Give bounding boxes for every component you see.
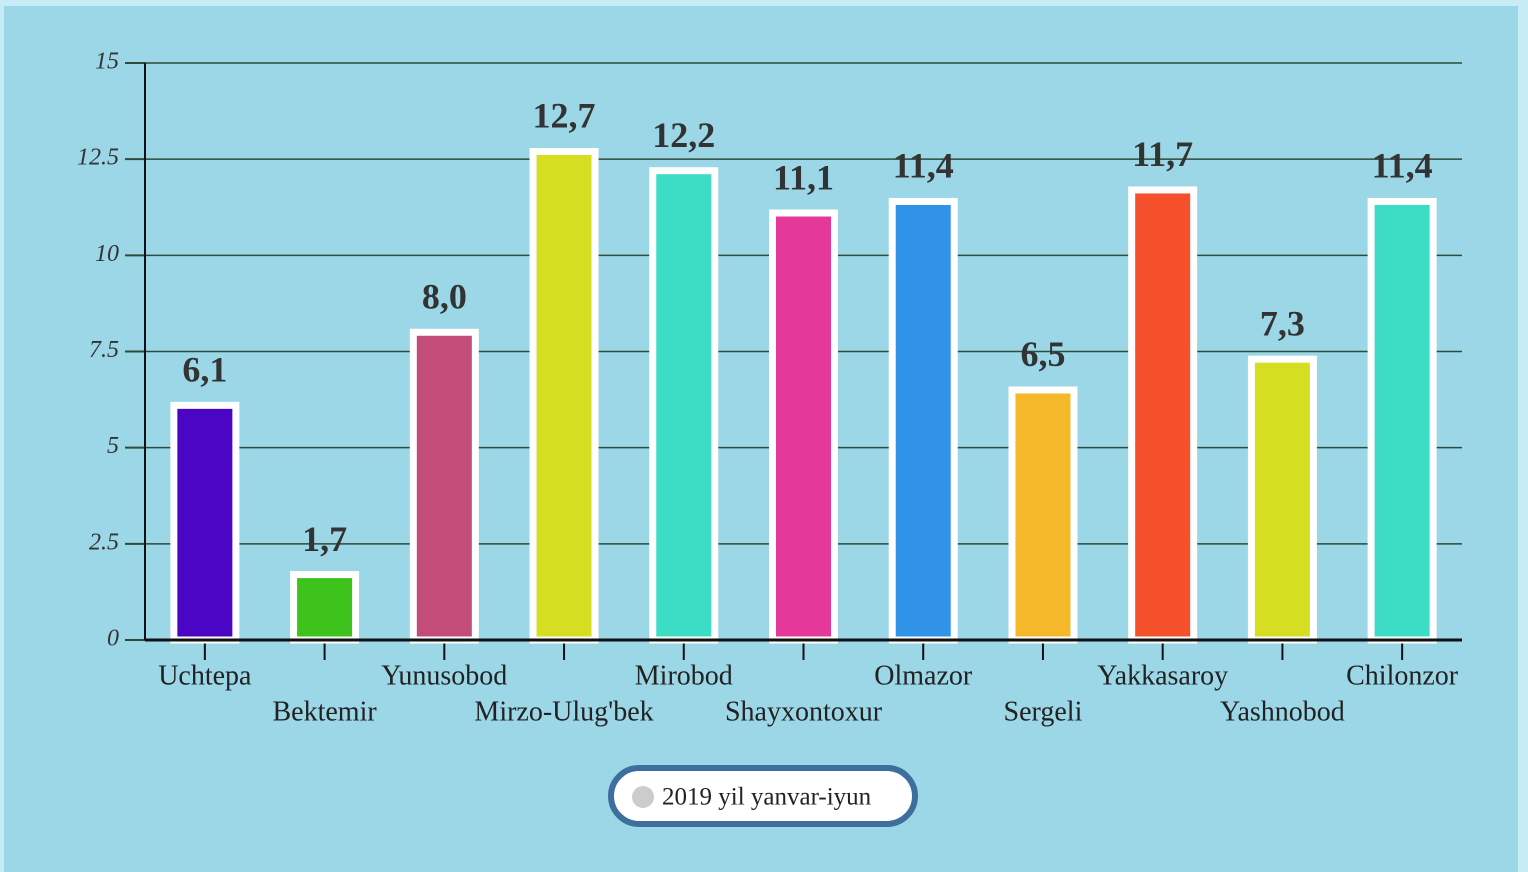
x-tick-label: Yashnobod xyxy=(1220,696,1345,727)
x-tick-label: Olmazor xyxy=(874,660,973,691)
y-tick-label: 15 xyxy=(95,49,119,75)
x-tick-label: Shayxontoxur xyxy=(725,696,883,727)
y-tick-label: 2.5 xyxy=(89,529,119,555)
top-edge xyxy=(0,0,1528,6)
y-tick-label: 0 xyxy=(107,626,119,652)
value-label: 12,7 xyxy=(533,96,596,136)
x-tick-label: Sergeli xyxy=(1004,696,1083,727)
y-tick-label: 12.5 xyxy=(77,145,119,171)
bar xyxy=(888,197,958,644)
y-tick-label: 7.5 xyxy=(89,337,119,363)
x-tick-label: Yunusobod xyxy=(381,660,507,691)
x-tick-label: Chilonzor xyxy=(1346,660,1459,691)
x-tick-label: Yakkasaroy xyxy=(1097,660,1228,691)
bar xyxy=(769,209,838,644)
bar xyxy=(1008,386,1078,644)
bar xyxy=(1247,355,1317,644)
bar xyxy=(1128,186,1198,644)
value-label: 6,1 xyxy=(182,350,227,390)
value-label: 8,0 xyxy=(422,277,467,317)
bar xyxy=(1367,197,1437,644)
y-tick-label: 5 xyxy=(107,433,119,459)
bar xyxy=(170,401,240,644)
bar xyxy=(409,328,479,644)
bar xyxy=(649,167,719,644)
x-tick-label: Uchtepa xyxy=(158,660,252,691)
x-tick-label: Mirobod xyxy=(635,660,733,691)
value-label: 1,7 xyxy=(302,519,347,559)
left-edge xyxy=(0,0,4,872)
legend-label: 2019 yil yanvar-iyun xyxy=(662,784,872,811)
value-label: 11,7 xyxy=(1132,134,1193,174)
bar xyxy=(290,571,360,644)
value-label: 11,1 xyxy=(773,157,834,197)
value-label: 6,5 xyxy=(1020,334,1065,374)
legend-box xyxy=(608,765,918,827)
value-label: 12,2 xyxy=(652,115,715,155)
x-tick-label: Bektemir xyxy=(272,696,377,727)
value-label: 11,4 xyxy=(893,146,954,186)
value-label: 11,4 xyxy=(1372,146,1433,186)
value-label: 7,3 xyxy=(1260,303,1305,343)
x-tick-label: Mirzo-Ulug'bek xyxy=(474,696,653,727)
legend-marker xyxy=(632,786,654,808)
bar xyxy=(529,147,599,644)
y-tick-label: 10 xyxy=(95,241,119,267)
right-edge xyxy=(1518,0,1528,872)
